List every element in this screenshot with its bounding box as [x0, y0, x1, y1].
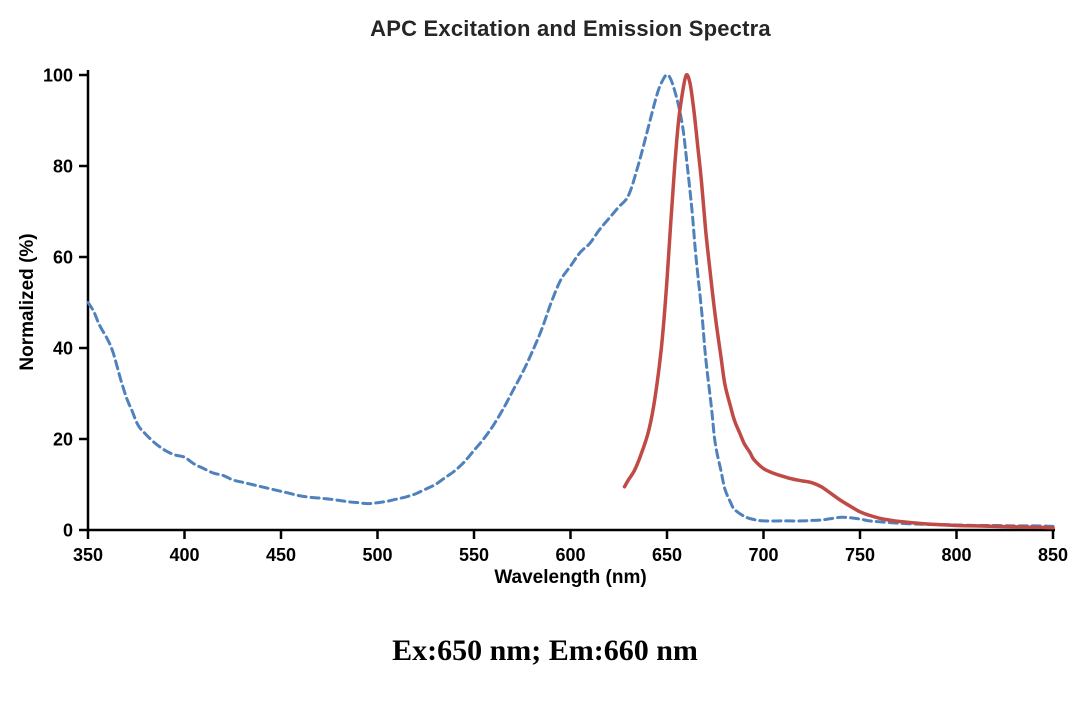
- x-tick-label: 650: [652, 545, 682, 565]
- emission-curve: [622, 72, 1055, 530]
- x-tick-label: 350: [73, 545, 103, 565]
- y-tick-label: 80: [53, 157, 73, 177]
- x-tick-label: 550: [459, 545, 489, 565]
- x-tick-label: 500: [362, 545, 392, 565]
- y-tick-label: 40: [53, 339, 73, 359]
- y-tick-label: 100: [43, 66, 73, 86]
- x-tick-label: 600: [555, 545, 585, 565]
- x-tick-label: 750: [845, 545, 875, 565]
- x-tick-label: 800: [941, 545, 971, 565]
- chart-title: APC Excitation and Emission Spectra: [370, 16, 771, 41]
- x-tick-label: 400: [169, 545, 199, 565]
- excitation-curve: [86, 73, 1055, 528]
- caption-text: Ex:650 nm; Em:660 nm: [392, 634, 698, 667]
- x-tick-label: 850: [1038, 545, 1068, 565]
- x-tick-label: 700: [748, 545, 778, 565]
- x-tick-label: 450: [266, 545, 296, 565]
- y-tick-label: 0: [63, 521, 73, 541]
- spectra-plot: 0 20 40 60 80 100 350 400 450 500 550 600 650 700 750 8…: [43, 66, 1068, 566]
- y-tick-label: 60: [53, 248, 73, 268]
- x-axis-label: Wavelength (nm): [494, 567, 647, 588]
- y-tick-label: 20: [53, 430, 73, 450]
